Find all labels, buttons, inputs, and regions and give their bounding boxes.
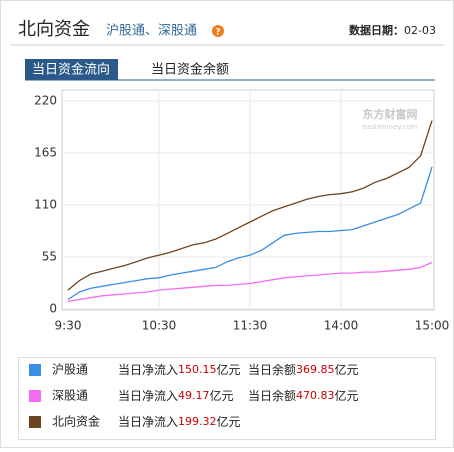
inflow-value: 49.17 [178,389,210,402]
series-line [67,120,433,291]
y-tick-label: 0 [49,302,57,316]
x-tick-label: 11:30 [233,319,268,333]
date-label: 数据日期： [349,23,404,37]
inflow: 当日净流入199.32亿元 [118,414,241,429]
unit: 亿元 [335,388,359,403]
help-icon-mark: ? [215,28,220,38]
x-tick-label: 15:00 [415,319,450,333]
y-tick-label: 55 [42,250,57,264]
inflow: 当日净流入150.15亿元 [118,362,241,377]
plot-frame [61,89,435,311]
watermark: 东方财富网 [363,107,418,121]
y-tick-label: 220 [34,94,57,108]
legend-swatch [29,416,41,428]
legend-swatch [29,390,41,402]
date-value: 02-03 [404,24,436,37]
unit: 亿元 [210,388,234,403]
legend-swatch [29,364,41,376]
x-tick-label: 10:30 [142,319,177,333]
x-tick-label: 9:30 [55,319,82,333]
tab[interactable]: 当日资金余额 [151,62,229,78]
legend-name: 北向资金 [52,414,100,429]
inflow-label: 当日净流入 [118,415,178,429]
legend-box [18,357,436,440]
balance-value: 369.85 [296,363,335,376]
legend-name: 沪股通 [52,363,88,377]
date: 数据日期：02-03 [349,23,436,37]
balance-value: 470.83 [296,389,335,402]
subtitle: 沪股通、深股通 [106,23,197,39]
inflow-label: 当日净流入 [118,363,178,377]
series-line [67,166,433,301]
help-icon[interactable] [212,25,224,37]
y-tick-label: 165 [34,146,57,160]
tab-active[interactable] [25,59,118,80]
unit: 亿元 [217,414,241,429]
balance: 当日余额470.83亿元 [248,388,359,403]
y-tick-label: 110 [34,198,57,212]
unit: 亿元 [217,362,241,377]
unit: 亿元 [335,362,359,377]
watermark-site: eastmoney.com [362,123,417,131]
title: 北向资金 [18,19,90,40]
inflow-value: 199.32 [178,415,217,428]
x-tick-label: 14:00 [324,319,359,333]
tab[interactable]: 当日资金流向 [32,62,110,78]
balance-label: 当日余额 [248,362,296,377]
inflow-value: 150.15 [178,363,217,376]
legend-name: 深股通 [52,389,88,403]
series-line [67,261,433,303]
balance-label: 当日余额 [248,388,296,403]
balance: 当日余额369.85亿元 [248,362,359,377]
inflow-label: 当日净流入 [118,389,178,403]
inflow: 当日净流入49.17亿元 [118,388,234,403]
